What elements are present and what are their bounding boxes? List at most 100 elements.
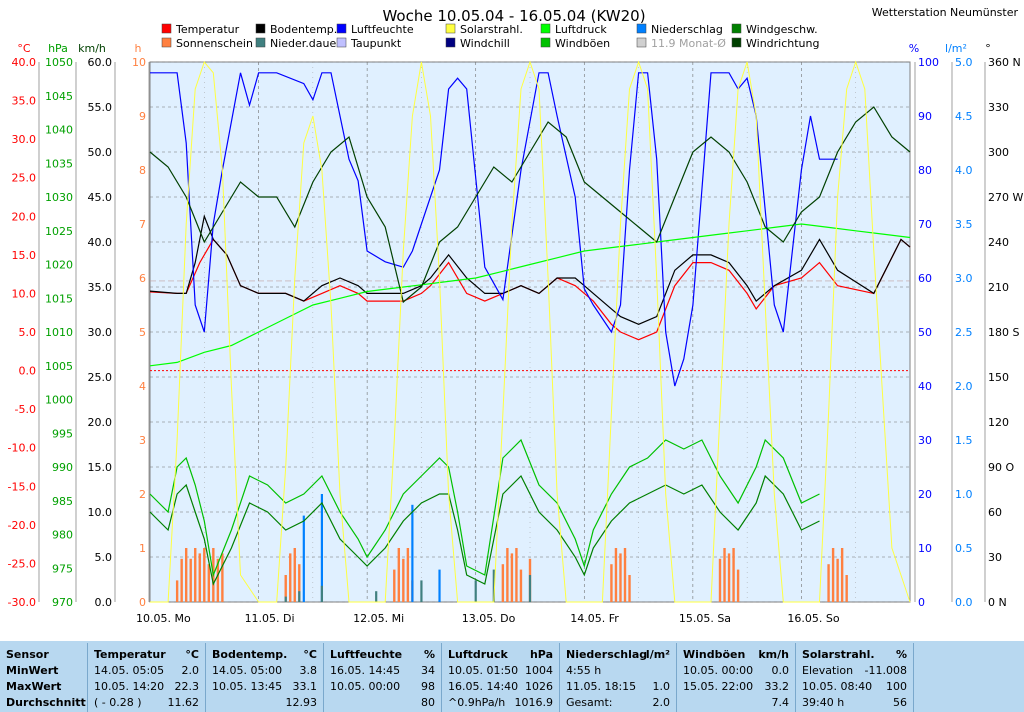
table-col: Bodentemp. °C 14.05. 05:00 3.8 10.05. 13:45 3… (206, 643, 324, 712)
bar-sonnenschein (221, 553, 224, 602)
tick-dir: 60 (988, 506, 1002, 519)
table-cell: 80 (330, 695, 435, 711)
tick-sun: 4 (139, 380, 146, 393)
table-col: Windböen km/h 10.05. 00:00 0.0 15.05. 22:00 3… (677, 643, 796, 712)
tick-sun: 10 (132, 56, 146, 69)
table-cell-value: 0.0 (771, 664, 790, 677)
legend-label: Niederschlag (651, 23, 723, 36)
axis-unit-rain: l/m² (945, 42, 967, 55)
legend-swatch (731, 23, 742, 34)
table-col-unit: % (423, 648, 435, 661)
bar-sonnenschein (614, 548, 618, 602)
series-lines (149, 60, 911, 603)
table-cell-value: -11.008 (864, 664, 907, 677)
tick-wind: 30.0 (88, 326, 113, 339)
legend-swatch (255, 23, 266, 34)
table-cell-label: 10.05. 00:00 (330, 680, 401, 693)
bar-sonnenschein (515, 548, 518, 602)
table-col-unit: % (895, 648, 907, 661)
table-cell: 14.05. 05:05 2.0 (94, 663, 199, 679)
stats-table: Sensor MinWert MaxWert Durchschnitt Temperat… (0, 641, 1024, 712)
table-col-name: Bodentemp. (212, 648, 288, 661)
tick-press: 1050 (45, 56, 73, 69)
legend-label: Sonnenschein (176, 37, 253, 50)
tick-temp: 5.0 (19, 326, 37, 339)
table-col-header: Windböen km/h (683, 647, 789, 663)
table-col-unit: l/m² (645, 648, 670, 661)
table-col-unit: hPa (529, 648, 553, 661)
legend-label: Bodentemp. (270, 23, 337, 36)
tick-rain: 0.0 (955, 596, 973, 609)
tick-press: 1005 (45, 360, 73, 373)
table-col-header: Niederschlag l/m² (566, 647, 670, 663)
legend-label: Windchill (460, 37, 510, 50)
legend-label: Temperatur (175, 23, 240, 36)
tick-sun: 0 (139, 596, 146, 609)
tick-temp: -10.0 (8, 442, 36, 455)
table-sensor-col: Sensor MinWert MaxWert Durchschnitt (0, 643, 88, 712)
tick-press: 1020 (45, 259, 73, 272)
table-cell-value: 56 (893, 696, 907, 709)
bar-sonnenschein (727, 553, 731, 602)
table-col-name: Windböen (683, 648, 746, 661)
bar-sonnenschein (293, 548, 296, 602)
bar-niederdauer (284, 596, 287, 602)
day-labels: 10.05. Mo 11.05. Di 12.05. Mi 13.05. Do 14.0… (136, 612, 840, 625)
tick-press: 985 (52, 495, 73, 508)
tick-dir: 0 N (988, 596, 1007, 609)
table-col: Luftfeuchte% 16.05. 14:45 34 10.05. 00:00 98… (324, 643, 442, 712)
tick-press: 1025 (45, 225, 73, 238)
table-cell-label: Elevation (802, 664, 854, 677)
table-cell-value: 80 (421, 696, 435, 709)
table-cell: ^0.9hPa/h 1016.9 (448, 695, 553, 711)
tick-press: 995 (52, 427, 73, 440)
tick-dir: 180 S (988, 326, 1019, 339)
tick-hum: 0 (918, 596, 925, 609)
table-cell: 14.05. 05:00 3.8 (212, 663, 317, 679)
table-cell-label: 15.05. 22:00 (683, 680, 754, 693)
table-col: Solarstrahl.% Elevation -11.008 10.05. 08:4… (796, 643, 914, 712)
bar-niederdauer (320, 585, 324, 602)
tick-rain: 3.5 (955, 218, 973, 231)
legend-swatch (336, 37, 347, 48)
series-line-bodentemp (149, 214, 911, 325)
bar-niederdauer (492, 569, 495, 602)
legend-label: Taupunkt (350, 37, 402, 50)
legend-swatch (445, 37, 456, 48)
table-col: Luftdruck hPa 10.05. 01:50 1004 16.05. 14:40… (442, 643, 560, 712)
tick-dir: 270 W (988, 191, 1023, 204)
tick-dir: 30 (988, 551, 1002, 564)
table-row-label: Durchschnitt (6, 696, 86, 709)
bar-sonnenschein (189, 558, 192, 602)
bar-sonnenschein (831, 548, 835, 602)
table-cell-label: 14.05. 05:00 (212, 664, 283, 677)
tick-sun: 5 (139, 326, 146, 339)
tick-press: 970 (52, 596, 73, 609)
table-col-unit: °C (185, 648, 199, 661)
tick-press: 1015 (45, 292, 73, 305)
bar-sonnenschein (284, 575, 287, 602)
table-col-name: Temperatur (94, 648, 166, 661)
bar-sonnenschein (406, 548, 410, 602)
table-col-header: Bodentemp. °C (212, 647, 317, 663)
table-cell-value: 7.4 (771, 696, 790, 709)
bar-sonnenschein (610, 564, 613, 602)
table-cell-label: ( - 0.28 ) (94, 696, 142, 709)
bar-sonnenschein (732, 548, 735, 602)
table-cell: 15.05. 22:00 33.2 (683, 679, 789, 695)
bar-sonnenschein (289, 553, 292, 602)
table-cell-value: 100 (886, 680, 907, 693)
table-col-name: Niederschlag (566, 648, 648, 661)
table-cell: Gesamt: 2.0 (566, 695, 670, 711)
legend-swatch (161, 23, 172, 34)
bar-sonnenschein (723, 548, 726, 602)
legend-label: Windgeschw. (746, 23, 818, 36)
axis-unit-hum: % (909, 42, 919, 55)
tick-sun: 9 (139, 110, 146, 123)
bar-sonnenschein (827, 564, 830, 602)
tick-sun: 7 (139, 218, 146, 231)
table-cell: Elevation -11.008 (802, 663, 907, 679)
tick-rain: 1.0 (955, 488, 973, 501)
table-col-name: Luftdruck (448, 648, 508, 661)
tick-temp: -20.0 (8, 519, 36, 532)
